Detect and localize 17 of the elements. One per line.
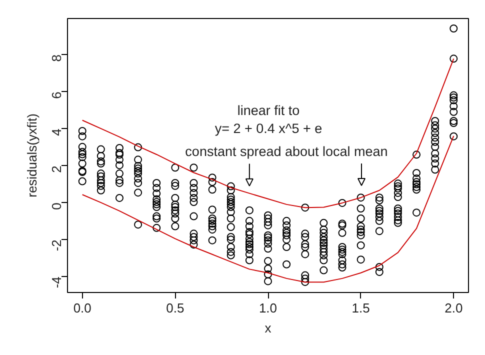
annotation: linear fit to [237, 103, 300, 118]
x-tick-label: 0.5 [166, 300, 184, 316]
x-axis-title: x [264, 320, 272, 336]
y-tick-label: -4 [49, 276, 64, 288]
y-tick-label: 0 [49, 202, 64, 210]
y-tick-label: 2 [49, 166, 64, 173]
y-tick-label: 8 [49, 54, 64, 62]
x-tick-label: 0.0 [73, 300, 92, 316]
x-tick-label: 2.0 [444, 300, 463, 316]
y-axis-title: residuals(yxfit) [24, 114, 40, 198]
x-tick-label: 1.5 [352, 300, 370, 316]
y-tick-label: 4 [49, 128, 64, 136]
annotation: y= 2 + 0.4 x^5 + e [214, 121, 322, 136]
y-tick-label: -2 [49, 240, 64, 252]
x-tick-label: 1.0 [258, 300, 278, 316]
y-tick-label: 6 [49, 92, 64, 99]
annotation: constant spread about local mean [185, 144, 388, 159]
